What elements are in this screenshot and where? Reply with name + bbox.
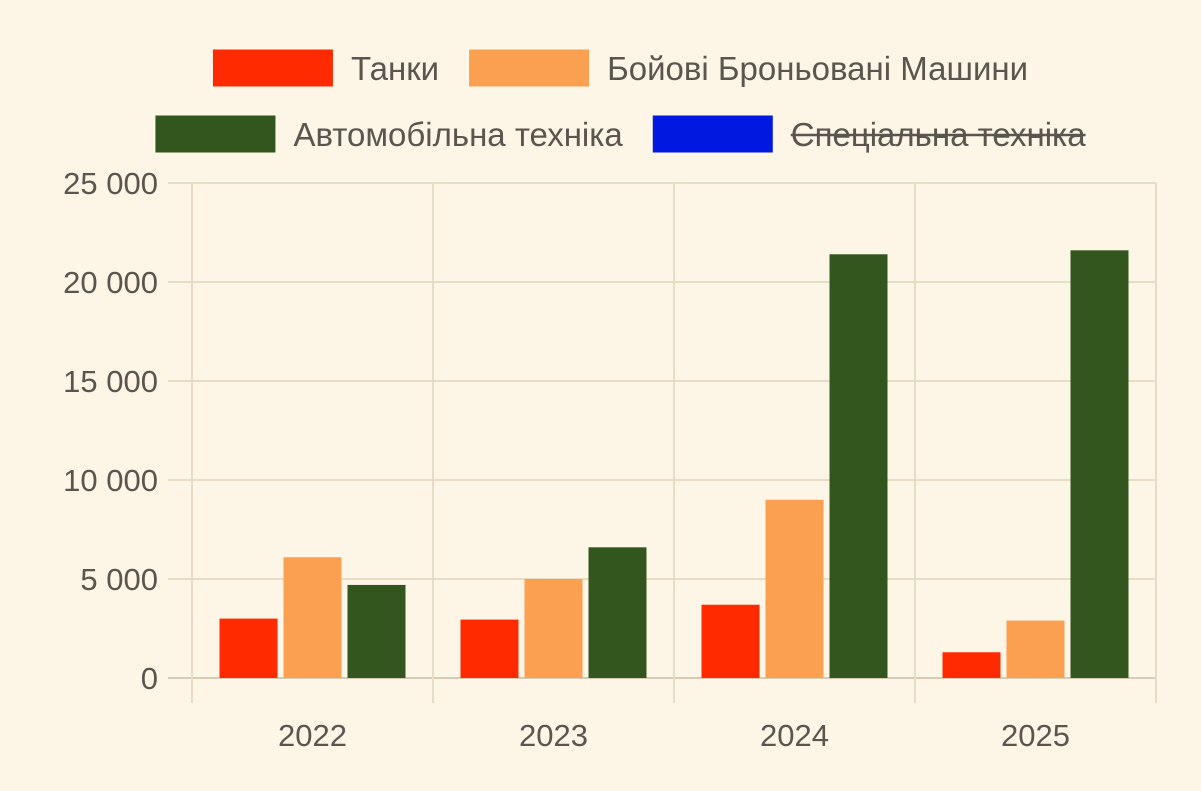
legend-swatch xyxy=(212,49,333,87)
bar[interactable] xyxy=(283,557,342,678)
bars xyxy=(219,250,1129,678)
y-tick-label: 25 000 xyxy=(63,166,158,201)
bar[interactable] xyxy=(701,604,760,678)
bar[interactable] xyxy=(829,254,888,678)
bar[interactable] xyxy=(219,618,278,678)
x-tick-label: 2024 xyxy=(760,718,829,753)
legend-swatch xyxy=(155,115,276,153)
bar[interactable] xyxy=(347,584,406,678)
y-tick-label: 5 000 xyxy=(80,562,158,597)
bar[interactable] xyxy=(524,579,583,678)
bar[interactable] xyxy=(588,547,647,678)
bar[interactable] xyxy=(942,652,1001,678)
legend-swatch xyxy=(469,49,590,87)
x-tick-label: 2022 xyxy=(278,718,347,753)
x-tick-label: 2023 xyxy=(519,718,588,753)
y-tick-label: 0 xyxy=(141,661,158,696)
y-tick-label: 15 000 xyxy=(63,364,158,399)
x-tick-label: 2025 xyxy=(1001,718,1070,753)
y-tick-label: 20 000 xyxy=(63,265,158,300)
legend-label: Бойові Броньовані Машини xyxy=(607,50,1028,87)
bar[interactable] xyxy=(1006,620,1065,678)
y-tick-label: 10 000 xyxy=(63,463,158,498)
legend-item[interactable]: Спеціальна техніка xyxy=(652,115,1086,154)
y-axis: 0 5 000 10 000 15 000 20 000 25 000 xyxy=(63,166,158,696)
legend-label: Танки xyxy=(351,50,439,87)
legend: Танки Бойові Броньовані Машини Автомобільн… xyxy=(155,49,1086,154)
x-axis: 2022 2023 2024 2025 xyxy=(278,718,1070,753)
legend-swatch xyxy=(652,115,773,153)
legend-label: Автомобільна техніка xyxy=(293,116,623,153)
legend-item[interactable]: Бойові Броньовані Машини xyxy=(469,49,1028,88)
bar[interactable] xyxy=(460,619,519,678)
bar[interactable] xyxy=(1070,250,1129,678)
bar[interactable] xyxy=(765,499,824,678)
legend-item[interactable]: Автомобільна техніка xyxy=(155,115,623,154)
legend-item[interactable]: Танки xyxy=(212,49,439,88)
